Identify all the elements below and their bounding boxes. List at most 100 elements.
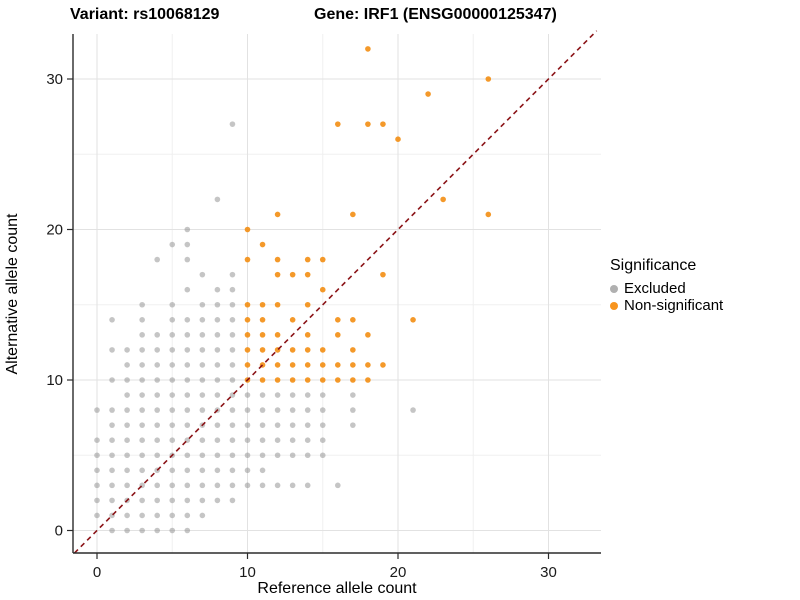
data-point: [229, 286, 236, 293]
data-point: [350, 422, 356, 428]
data-point: [109, 347, 115, 353]
data-point: [154, 332, 160, 338]
data-point: [259, 407, 266, 413]
data-point: [124, 422, 130, 428]
data-point: [124, 512, 130, 519]
data-point: [139, 512, 145, 519]
data-point: [304, 482, 311, 489]
data-point: [154, 512, 160, 519]
x-tick-label: 20: [390, 564, 407, 581]
data-point: [485, 76, 492, 82]
data-point: [350, 317, 356, 323]
data-point: [319, 286, 326, 293]
data-point: [184, 482, 191, 489]
data-point: [274, 452, 281, 459]
data-point: [124, 377, 130, 383]
data-point: [304, 407, 311, 413]
data-point: [350, 392, 356, 398]
data-point: [335, 482, 341, 489]
data-point: [214, 437, 221, 444]
data-point: [94, 482, 100, 489]
data-point: [259, 392, 266, 398]
data-point: [199, 347, 206, 353]
data-point: [214, 482, 221, 489]
data-point: [229, 121, 236, 127]
data-point: [184, 452, 191, 459]
y-tick-label: 30: [46, 71, 63, 88]
data-point: [440, 196, 446, 203]
data-point: [244, 467, 251, 474]
data-point: [139, 497, 145, 504]
data-point: [139, 301, 145, 308]
data-point: [259, 332, 266, 338]
data-point: [154, 452, 160, 459]
data-point: [244, 226, 251, 233]
x-axis-label: Reference allele count: [257, 580, 417, 597]
data-point: [244, 317, 251, 323]
data-point: [214, 497, 221, 504]
data-point: [169, 332, 176, 338]
data-point: [274, 392, 281, 398]
data-point: [304, 362, 311, 368]
data-point: [184, 362, 191, 368]
data-point: [199, 482, 206, 489]
legend-swatch-icon: [610, 301, 618, 310]
data-point: [169, 392, 176, 398]
data-point: [169, 437, 176, 444]
data-point: [274, 377, 281, 383]
data-point: [184, 241, 191, 248]
data-point: [244, 482, 251, 489]
data-point: [184, 377, 191, 383]
data-point: [229, 362, 236, 368]
data-point: [169, 527, 176, 534]
data-point: [214, 422, 221, 428]
data-point: [214, 467, 221, 474]
data-point: [244, 362, 251, 368]
data-point: [184, 407, 191, 413]
data-point: [319, 452, 326, 459]
data-point: [380, 362, 386, 368]
data-point: [350, 377, 356, 383]
data-point: [410, 407, 416, 413]
data-point: [184, 317, 191, 323]
data-point: [229, 467, 236, 474]
data-point: [139, 452, 145, 459]
data-point: [109, 317, 115, 323]
data-point: [109, 467, 115, 474]
data-point: [139, 392, 145, 398]
data-point: [169, 422, 176, 428]
data-point: [124, 467, 130, 474]
data-point: [139, 317, 145, 323]
data-point: [289, 407, 296, 413]
data-point: [109, 482, 115, 489]
data-point: [319, 422, 326, 428]
y-tick-label: 20: [46, 222, 63, 239]
data-point: [350, 211, 356, 218]
data-point: [229, 377, 236, 383]
legend-item-label: Excluded: [624, 280, 686, 297]
data-point: [335, 332, 341, 338]
data-point: [259, 437, 266, 444]
data-point: [154, 377, 160, 383]
data-point: [365, 46, 371, 52]
data-point: [154, 527, 160, 534]
data-point: [380, 271, 386, 278]
data-point: [169, 407, 176, 413]
data-point: [274, 256, 281, 263]
data-point: [350, 347, 356, 353]
data-point: [199, 362, 206, 368]
data-point: [485, 211, 492, 218]
data-point: [139, 407, 145, 413]
data-point: [229, 452, 236, 459]
data-point: [124, 437, 130, 444]
data-point: [289, 452, 296, 459]
data-point: [259, 301, 266, 308]
data-point: [199, 512, 206, 519]
data-point: [139, 362, 145, 368]
data-point: [244, 332, 251, 338]
data-point: [139, 347, 145, 353]
data-point: [109, 407, 115, 413]
data-point: [94, 437, 100, 444]
data-point: [289, 377, 296, 383]
